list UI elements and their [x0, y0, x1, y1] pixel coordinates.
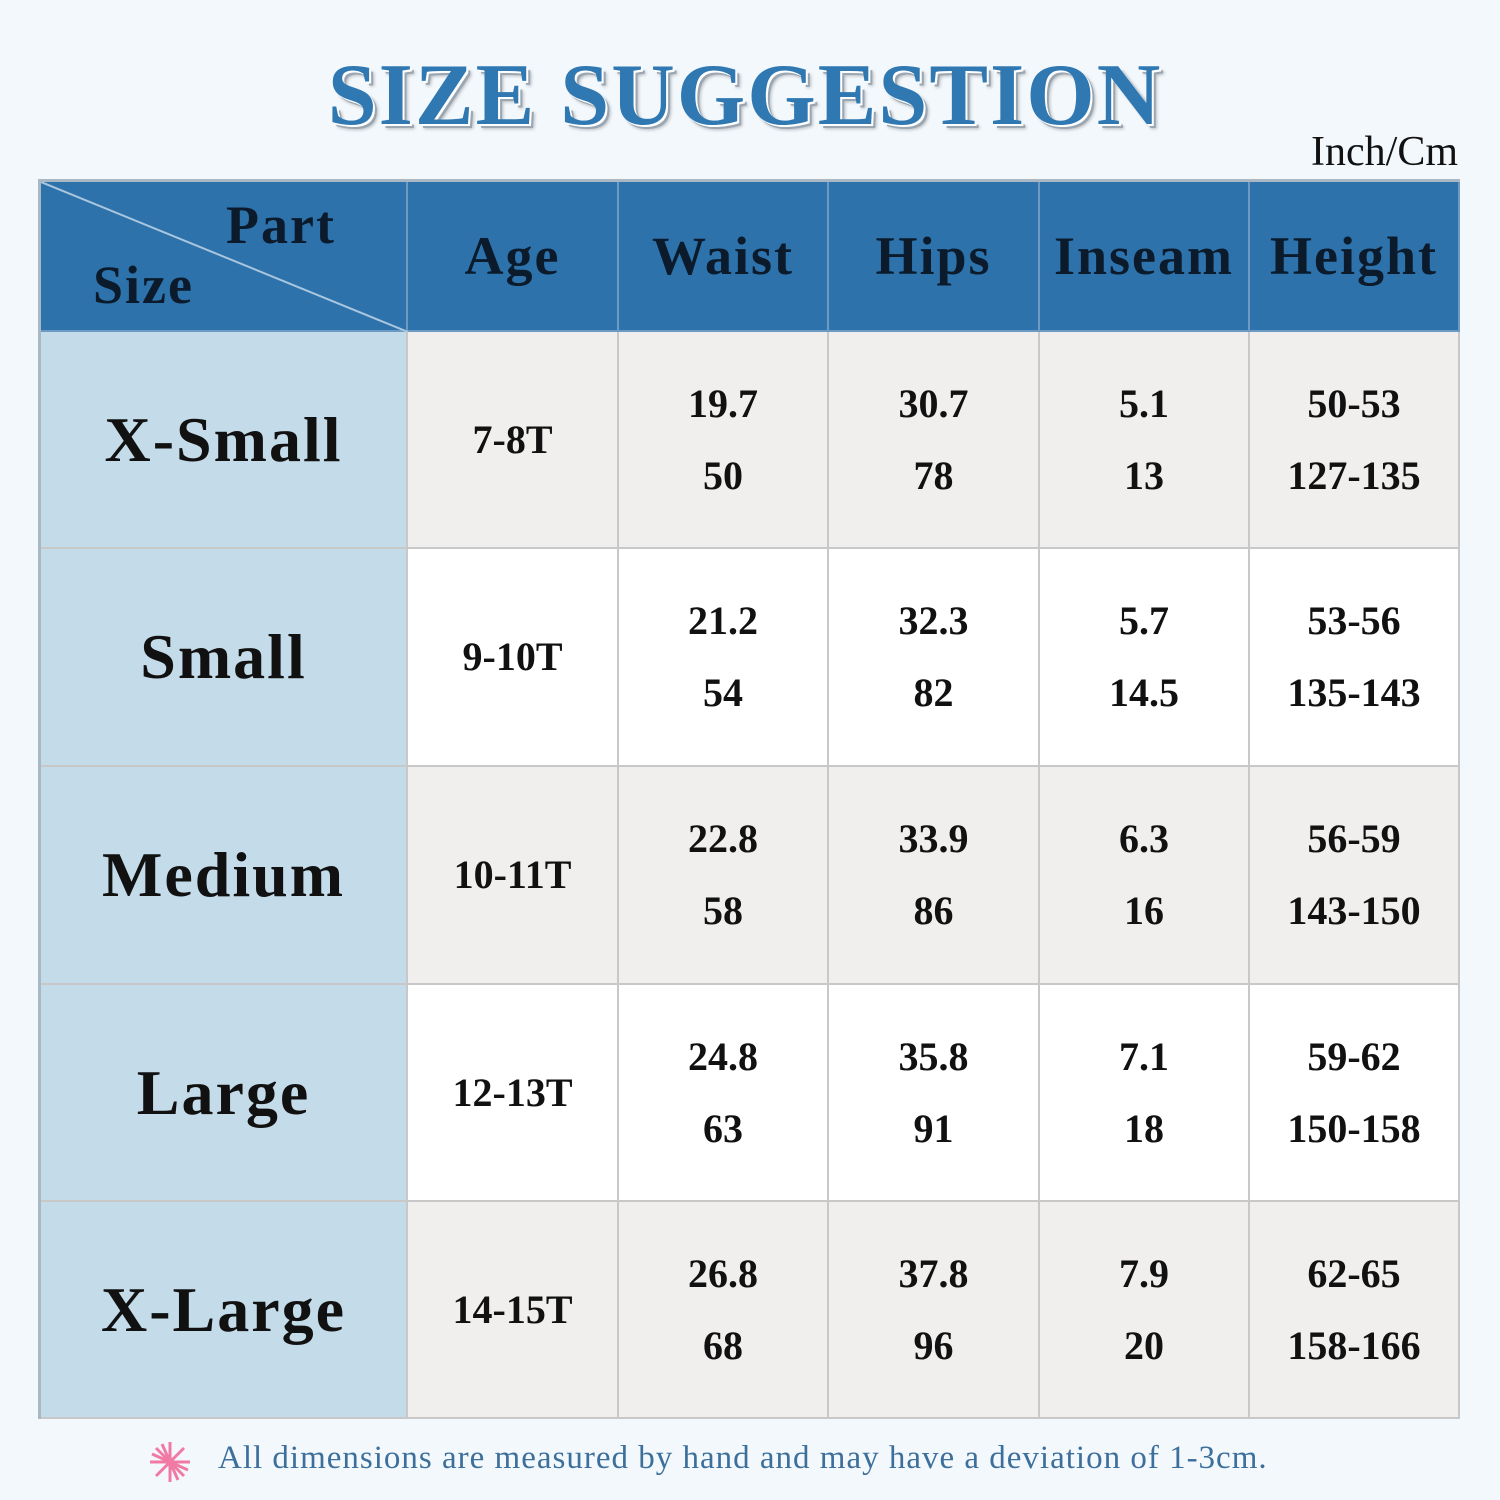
cell-value: 135-143 [1287, 670, 1421, 715]
cell-value: 7.1 [1119, 1033, 1169, 1079]
size-name: X-Small [41, 332, 408, 549]
size-cell: 6.3 16 [1040, 767, 1250, 985]
cell-value: 82 [913, 670, 954, 715]
cell-value: 18 [1124, 1105, 1164, 1151]
column-header: Hips [829, 182, 1040, 332]
cell-value: 7-8T [472, 416, 553, 462]
size-cell: 59-62 150-158 [1250, 985, 1460, 1202]
star-icon [150, 1442, 190, 1482]
cell-value: 5.1 [1119, 380, 1169, 426]
cell-value: 78 [913, 452, 954, 498]
size-cell: 9-10T [408, 549, 619, 767]
size-cell: 19.7 50 [619, 332, 829, 549]
cell-value: 7.9 [1119, 1250, 1169, 1296]
size-cell: 33.9 86 [829, 767, 1040, 985]
corner-cell: Part Size [41, 182, 408, 332]
size-cell: 5.7 14.5 [1040, 549, 1250, 767]
size-cell: 21.2 54 [619, 549, 829, 767]
cell-value: 20 [1124, 1322, 1164, 1368]
size-cell: 56-59 143-150 [1250, 767, 1460, 985]
cell-value: 30.7 [898, 380, 969, 426]
cell-value: 53-56 [1307, 598, 1401, 643]
cell-value: 59-62 [1307, 1033, 1401, 1079]
cell-value: 127-135 [1287, 452, 1421, 498]
cell-value: 50-53 [1307, 380, 1401, 426]
cell-value: 50 [703, 452, 743, 498]
cell-value: 56-59 [1307, 816, 1401, 861]
size-cell: 14-15T [408, 1202, 619, 1419]
cell-value: 10-11T [453, 852, 572, 897]
cell-value: 37.8 [898, 1250, 969, 1296]
size-cell: 26.8 68 [619, 1202, 829, 1419]
column-header: Age [408, 182, 619, 332]
size-name: Small [41, 549, 408, 767]
size-cell: 5.1 13 [1040, 332, 1250, 549]
cell-value: 91 [913, 1105, 954, 1151]
cell-value: 26.8 [688, 1250, 758, 1296]
cell-value: 14-15T [452, 1286, 573, 1332]
cell-value: 16 [1124, 888, 1164, 933]
cell-value: 14.5 [1109, 670, 1179, 715]
cell-value: 150-158 [1287, 1105, 1421, 1151]
cell-value: 5.7 [1119, 598, 1169, 643]
size-cell: 22.8 58 [619, 767, 829, 985]
cell-value: 24.8 [688, 1033, 758, 1079]
size-cell: 12-13T [408, 985, 619, 1202]
size-cell: 10-11T [408, 767, 619, 985]
cell-value: 12-13T [452, 1069, 573, 1115]
size-table: Part Size Age Waist Hips Inseam Height X-Small 7… [38, 179, 1460, 1419]
cell-value: 62-65 [1307, 1250, 1401, 1296]
cell-value: 22.8 [688, 816, 758, 861]
cell-value: 21.2 [688, 598, 758, 643]
cell-value: 13 [1124, 452, 1164, 498]
size-name: X-Large [41, 1202, 408, 1419]
size-cell: 7.9 20 [1040, 1202, 1250, 1419]
cell-value: 96 [913, 1322, 954, 1368]
size-cell: 7-8T [408, 332, 619, 549]
note: All dimensions are measured by hand and … [218, 1440, 1268, 1476]
size-label: Size [93, 255, 194, 315]
size-cell: 7.1 18 [1040, 985, 1250, 1202]
cell-value: 158-166 [1287, 1322, 1421, 1368]
cell-value: 6.3 [1119, 816, 1169, 861]
size-cell: 35.8 91 [829, 985, 1040, 1202]
size-cell: 50-53 127-135 [1250, 332, 1460, 549]
size-cell: 62-65 158-166 [1250, 1202, 1460, 1419]
cell-value: 35.8 [898, 1033, 969, 1079]
cell-value: 19.7 [688, 380, 758, 426]
cell-value: 9-10T [462, 634, 563, 679]
size-cell: 30.7 78 [829, 332, 1040, 549]
diagonal [41, 182, 408, 332]
cell-value: 68 [703, 1322, 743, 1368]
unit: Inch/Cm [1311, 129, 1458, 175]
size-name: Medium [41, 767, 408, 985]
column-header: Height [1250, 182, 1460, 332]
size-cell: 32.3 82 [829, 549, 1040, 767]
cell-value: 54 [703, 670, 743, 715]
cell-value: 32.3 [898, 598, 969, 643]
size-name: Large [41, 985, 408, 1202]
size-cell: 24.8 63 [619, 985, 829, 1202]
size-cell: 53-56 135-143 [1250, 549, 1460, 767]
cell-value: 63 [703, 1105, 743, 1151]
cell-value: 143-150 [1287, 888, 1421, 933]
cell-value: 86 [913, 888, 954, 933]
cell-value: 33.9 [898, 816, 969, 861]
part-label: Part [226, 195, 336, 255]
column-header: Inseam [1040, 182, 1250, 332]
size-cell: 37.8 96 [829, 1202, 1040, 1419]
title: SIZE SUGGESTION [327, 47, 1163, 144]
column-header: Waist [619, 182, 829, 332]
cell-value: 58 [703, 888, 743, 933]
